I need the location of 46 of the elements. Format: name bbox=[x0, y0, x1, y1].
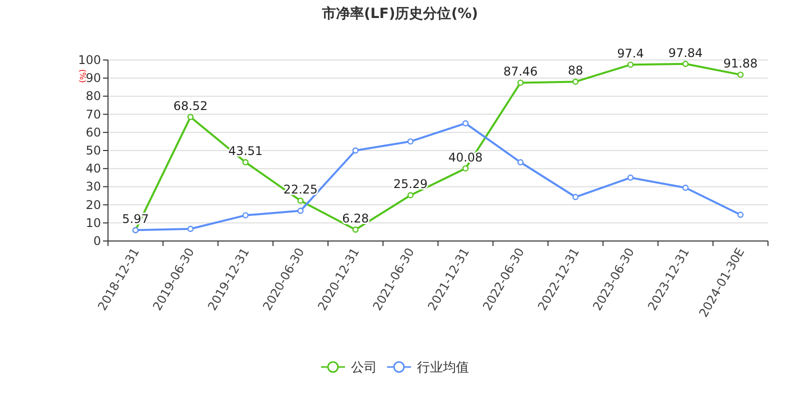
y-tick-label: 0 bbox=[93, 234, 101, 248]
legend-label: 公司 bbox=[351, 360, 377, 376]
y-tick-label: 100 bbox=[78, 53, 101, 67]
point bbox=[297, 198, 304, 204]
point bbox=[572, 194, 579, 200]
legend-label: 行业均值 bbox=[417, 360, 469, 376]
point bbox=[242, 212, 249, 218]
point bbox=[242, 159, 249, 166]
point bbox=[517, 159, 524, 166]
point bbox=[187, 114, 194, 120]
y-tick-label: 30 bbox=[86, 180, 101, 194]
point bbox=[627, 62, 634, 68]
data-label: 88 bbox=[568, 64, 584, 78]
y-tick-label: 10 bbox=[86, 216, 101, 230]
point bbox=[682, 184, 689, 191]
data-label: 97.84 bbox=[668, 46, 703, 60]
y-tick-label: 80 bbox=[86, 89, 101, 104]
point bbox=[352, 147, 359, 154]
point bbox=[737, 72, 744, 78]
point bbox=[407, 192, 414, 198]
y-tick-label: 70 bbox=[86, 107, 101, 122]
chart-title: 市净率(LF)历史分位(%) bbox=[320, 5, 478, 22]
data-label: 91.88 bbox=[723, 56, 758, 71]
point bbox=[627, 174, 634, 181]
data-label: 97.4 bbox=[617, 46, 644, 61]
data-label: 25.29 bbox=[393, 177, 428, 192]
point bbox=[187, 226, 194, 232]
y-tick-label: 90 bbox=[86, 71, 101, 86]
point bbox=[462, 165, 469, 172]
y-tick-label: 50 bbox=[86, 144, 101, 158]
data-label: 68.52 bbox=[173, 98, 208, 113]
point bbox=[737, 212, 744, 218]
y-tick-label: 40 bbox=[86, 162, 101, 176]
data-label: 87.46 bbox=[503, 64, 538, 79]
y-tick-label: 20 bbox=[86, 198, 101, 212]
y-tick-label: 60 bbox=[86, 125, 101, 140]
y-axis-title: (%) bbox=[78, 69, 87, 83]
point bbox=[572, 78, 579, 85]
point bbox=[407, 138, 414, 145]
point bbox=[517, 80, 524, 86]
data-label: 6.28 bbox=[342, 212, 369, 226]
point bbox=[352, 226, 359, 233]
point bbox=[682, 60, 689, 68]
point bbox=[297, 208, 304, 214]
point bbox=[462, 120, 469, 126]
data-label: 22.25 bbox=[283, 182, 318, 197]
